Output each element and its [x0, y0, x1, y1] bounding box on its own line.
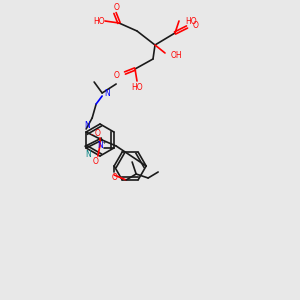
Text: OH: OH: [171, 50, 183, 59]
Text: O: O: [111, 172, 117, 182]
Text: O: O: [113, 70, 119, 80]
Text: N: N: [84, 121, 90, 130]
Text: O: O: [193, 20, 199, 29]
Text: -: -: [91, 131, 93, 137]
Text: O: O: [93, 157, 99, 166]
Text: HO: HO: [93, 16, 105, 26]
Text: N: N: [85, 150, 91, 159]
Text: HO: HO: [131, 83, 143, 92]
Text: N: N: [104, 88, 110, 98]
Text: +: +: [101, 140, 106, 145]
Text: O: O: [95, 130, 101, 139]
Text: O: O: [114, 4, 120, 13]
Text: HO: HO: [185, 16, 196, 26]
Text: N: N: [97, 142, 103, 151]
